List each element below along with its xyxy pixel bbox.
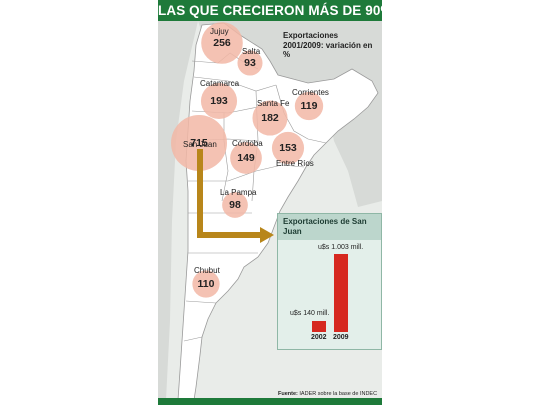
bar-value-label-2002: u$s 140 mill. — [290, 310, 330, 318]
province-name-chubut: Chubut — [194, 266, 220, 275]
title: LAS QUE CRECIERON MÁS DE 90% — [158, 3, 393, 18]
province-name-entre-rios: Entre Ríos — [276, 159, 314, 168]
bar-category-2009: 2009 — [333, 334, 349, 341]
province-value-santa-fe: 182 — [261, 112, 279, 124]
province-circles — [171, 22, 324, 298]
flow-arrowhead — [260, 227, 274, 243]
neighbor-land-chile — [158, 21, 198, 400]
circle-chubut — [192, 270, 220, 298]
footer-bar — [158, 398, 382, 405]
province-value-san-juan: 715 — [190, 137, 208, 149]
province-name-salta: Salta — [242, 47, 261, 56]
province-value-corrientes: 119 — [300, 100, 318, 112]
province-name-santa-fe: Santa Fe — [257, 99, 290, 108]
province-value-la-pampa: 98 — [229, 199, 241, 211]
infographic: LAS QUE CRECIERON MÁS DE 90% — [158, 0, 392, 405]
title-banner: LAS QUE CRECIERON MÁS DE 90% — [158, 0, 392, 21]
bar-2002 — [312, 321, 326, 332]
province-value-catamarca: 193 — [210, 95, 228, 107]
legend-title: Exportaciones 2001/2009: variación en % — [283, 31, 373, 59]
argentina-land — [177, 22, 379, 400]
source-label: Fuente: — [278, 391, 298, 397]
circle-corrientes — [294, 91, 324, 121]
bar-category-2002: 2002 — [311, 334, 327, 341]
circle-catamarca — [200, 82, 238, 120]
province-name-corrientes: Corrientes — [292, 88, 329, 97]
bar-value-label-2009: u$s 1.003 mill. — [318, 244, 364, 251]
map-panel: Exportaciones 2001/2009: variación en % … — [158, 21, 382, 400]
inset-title: Exportaciones de San Juan — [278, 214, 381, 240]
province-name-catamarca: Catamarca — [200, 79, 240, 88]
province-name-cordoba: Córdoba — [232, 139, 263, 148]
circle-cordoba — [230, 142, 262, 174]
source-note: Fuente: IADER sobre la base de INDEC — [278, 391, 377, 397]
province-value-jujuy: 256 — [213, 37, 231, 49]
province-name-la-pampa: La Pampa — [220, 188, 257, 197]
circle-salta — [237, 50, 263, 76]
province-value-chubut: 110 — [197, 278, 215, 290]
circle-jujuy — [201, 22, 243, 64]
province-value-entre-rios: 153 — [279, 142, 297, 154]
circle-san-juan — [171, 115, 227, 171]
bar-2009 — [334, 254, 348, 332]
flow-arrow — [197, 149, 262, 238]
province-name-san-juan: San Juan — [183, 140, 217, 149]
province-value-cordoba: 149 — [237, 152, 255, 164]
inset-chart: Exportaciones de San Juan u$s 140 mill. 2… — [277, 213, 382, 350]
circle-la-pampa — [222, 192, 248, 218]
circle-entre-rios — [271, 131, 305, 165]
circle-santa-fe — [252, 100, 288, 136]
source-text: IADER sobre la base de INDEC — [299, 391, 378, 397]
province-value-salta: 93 — [244, 57, 256, 69]
province-name-jujuy: Jujuy — [210, 27, 229, 36]
argentina-map — [158, 21, 382, 400]
